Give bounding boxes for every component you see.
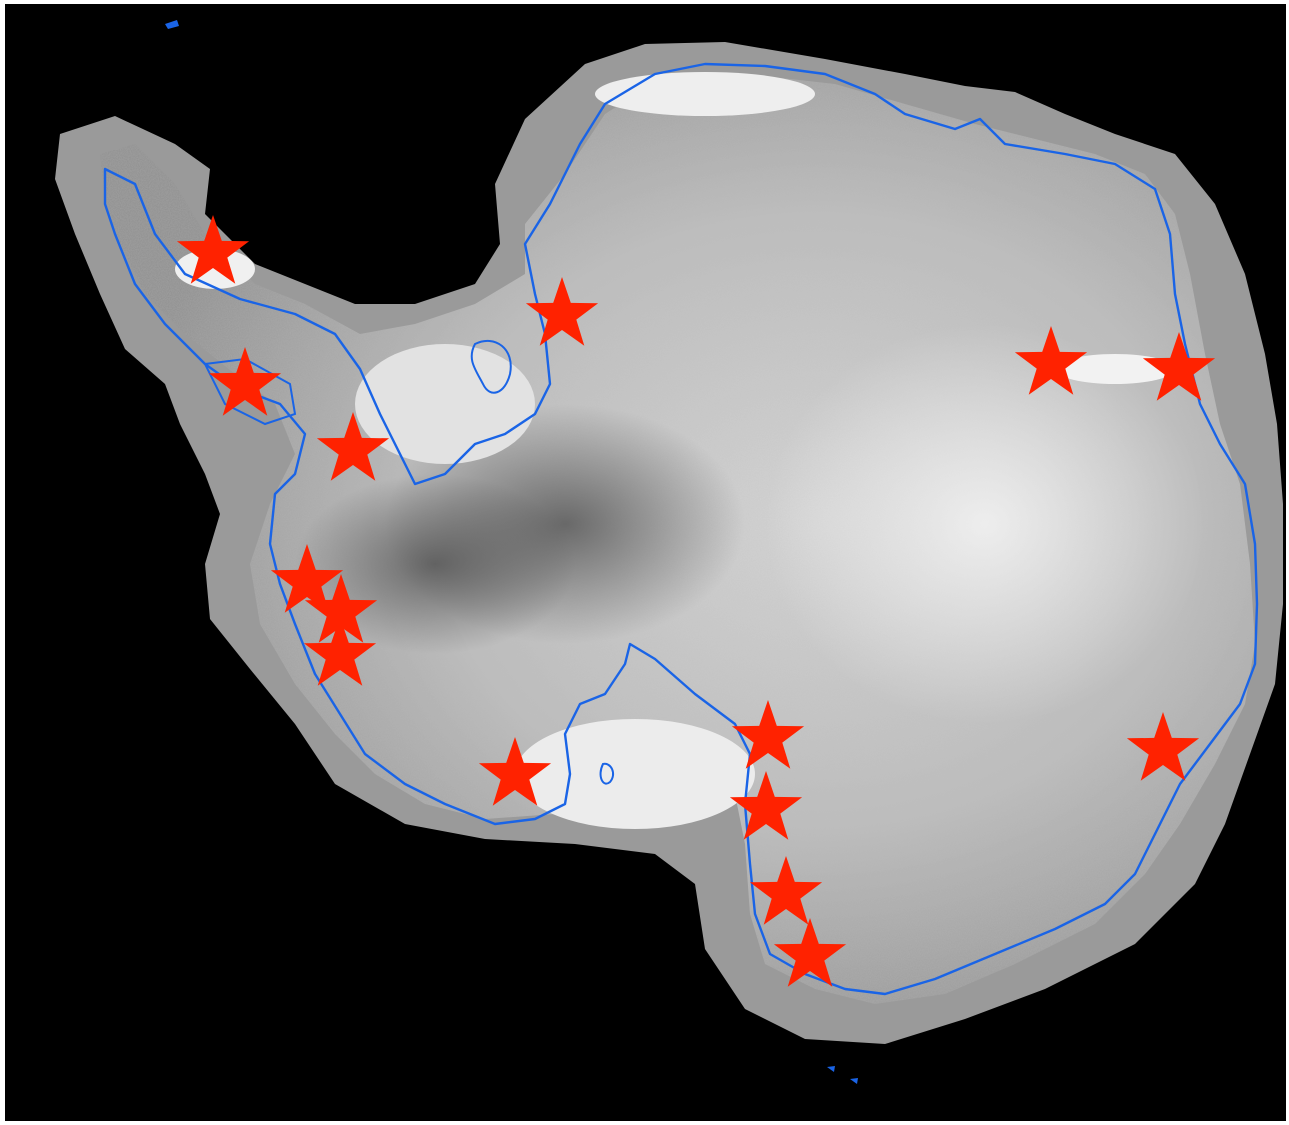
coastline-island <box>827 1066 858 1084</box>
red-star-marker-4 <box>1142 332 1216 401</box>
ice-shelf-amery <box>1055 354 1175 384</box>
marker-layer <box>176 215 1216 987</box>
red-star-marker-6 <box>316 412 390 481</box>
red-star-marker-1 <box>176 215 250 284</box>
coastline-island <box>599 762 614 785</box>
red-star-marker-10 <box>731 700 805 769</box>
red-star-marker-15 <box>773 918 847 987</box>
antarctica-map <box>55 20 1283 1084</box>
shade-patch <box>765 324 1205 724</box>
red-star-marker-7 <box>270 544 344 613</box>
red-star-marker-2 <box>525 277 599 346</box>
map-canvas <box>5 4 1286 1121</box>
ice-shelf-ross <box>515 719 755 829</box>
coastline-island <box>165 20 179 29</box>
red-star-marker-13 <box>729 771 803 840</box>
coastline <box>103 62 1259 996</box>
ice-shelf-east <box>595 72 815 116</box>
ice-shelf-ronne <box>355 344 535 464</box>
red-star-marker-3 <box>1014 326 1088 395</box>
red-star-marker-14 <box>749 856 823 925</box>
red-star-marker-8 <box>304 574 378 643</box>
red-star-marker-11 <box>478 737 552 806</box>
coastline-inlet <box>470 339 512 394</box>
red-star-marker-12 <box>1126 712 1200 781</box>
red-star-marker-9 <box>303 617 377 686</box>
red-star-marker-5 <box>208 347 282 416</box>
